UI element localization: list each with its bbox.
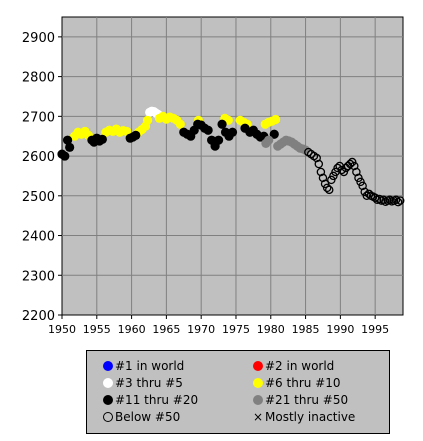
- y-tick-label: 2700: [22, 110, 55, 125]
- data-point-below-50: [356, 177, 365, 187]
- legend-label: Mostly inactive: [265, 410, 356, 424]
- data-point-below-50: [333, 163, 342, 173]
- data-points: [57, 106, 405, 207]
- legend-marker-white-dot-icon: [103, 378, 113, 388]
- legend-marker-red-dot-icon: [253, 361, 263, 371]
- data-point-series-3: [122, 126, 132, 137]
- data-point-series-4: [65, 142, 75, 152]
- x-tick-label: 1975: [222, 323, 250, 336]
- data-point-below-50: [339, 167, 349, 177]
- data-point-below-50: [364, 189, 374, 199]
- data-point-series-4: [213, 135, 224, 145]
- data-point-below-50: [385, 195, 395, 205]
- data-point-below-50: [360, 187, 369, 197]
- legend-label: #21 thru #50: [265, 393, 349, 407]
- x-tick-label: 1955: [83, 323, 111, 336]
- y-axis: 2200 2300 2400 2500 2600 2700 2800 2900: [22, 31, 62, 324]
- legend-marker-hollow-circle-icon: [103, 412, 113, 422]
- data-point-series-4: [97, 134, 107, 144]
- data-point-series-4: [131, 130, 141, 141]
- data-point-below-50: [379, 195, 388, 205]
- data-point-below-50: [393, 197, 403, 207]
- data-point-below-50: [347, 157, 357, 167]
- grid-lines: [62, 17, 403, 315]
- x-tick-label: 1970: [187, 323, 215, 336]
- data-point-series-4: [60, 151, 70, 161]
- data-point-series-3: [175, 119, 185, 129]
- legend-label: #11 thru #20: [115, 393, 199, 407]
- x-tick-label: 1950: [48, 323, 76, 336]
- legend-marker-gray-dot-icon: [253, 395, 263, 405]
- legend-label: #1 in world: [115, 359, 185, 373]
- x-tick-label: 1985: [292, 323, 320, 336]
- x-tick-label: 1965: [152, 323, 180, 336]
- data-point-below-50: [395, 196, 405, 205]
- data-point-below-50: [314, 159, 324, 169]
- data-point-series-3: [142, 115, 153, 125]
- data-point-series-4: [62, 135, 73, 145]
- data-point-below-50: [362, 191, 372, 201]
- data-point-below-50: [391, 195, 401, 205]
- y-tick-label: 2500: [22, 190, 55, 205]
- data-point-below-50: [322, 183, 332, 193]
- y-tick-label: 2800: [22, 71, 55, 86]
- y-tick-label: 2900: [22, 31, 55, 46]
- x-tick-label: 1960: [118, 323, 146, 336]
- data-point-below-50: [327, 175, 336, 185]
- data-point-series-4: [203, 125, 213, 135]
- legend-label: #3 thru #5: [115, 376, 183, 390]
- legend-label: Below #50: [115, 410, 181, 424]
- data-point-below-50: [320, 179, 330, 189]
- data-point-series-5: [264, 135, 274, 145]
- legend-marker-black-dot-icon: [103, 395, 113, 405]
- legend-label: #6 thru #10: [265, 376, 341, 390]
- data-point-below-50: [329, 171, 338, 181]
- x-tick-label: 1995: [361, 323, 389, 336]
- data-point-below-50: [345, 159, 355, 169]
- chart-legend: #1 in world #2 in world #3 thru #5 #6 th…: [86, 350, 390, 434]
- data-point-series-4: [227, 127, 238, 137]
- data-point-series-3: [271, 114, 281, 125]
- data-point-below-50: [324, 185, 334, 195]
- y-tick-label: 2300: [22, 269, 55, 284]
- x-tick-label: 1980: [257, 323, 285, 336]
- data-point-series-4: [269, 129, 279, 139]
- y-tick-label: 2600: [22, 150, 55, 165]
- y-tick-label: 2200: [22, 309, 55, 324]
- legend-label: #2 in world: [265, 359, 335, 373]
- data-point-below-50: [337, 165, 347, 175]
- legend-marker-blue-dot-icon: [103, 361, 113, 371]
- legend-marker-cross-icon: ×: [253, 410, 264, 424]
- x-tick-label: 1990: [326, 323, 354, 336]
- x-axis: 1950 1955 1960 1965 1970 1975 1980 1985 1990 1995: [48, 315, 389, 336]
- y-tick-label: 2400: [22, 230, 55, 245]
- legend-marker-yellow-dot-icon: [253, 378, 263, 388]
- data-point-below-50: [354, 173, 363, 183]
- plot-area: [61, 16, 404, 316]
- data-point-series-4: [217, 119, 227, 129]
